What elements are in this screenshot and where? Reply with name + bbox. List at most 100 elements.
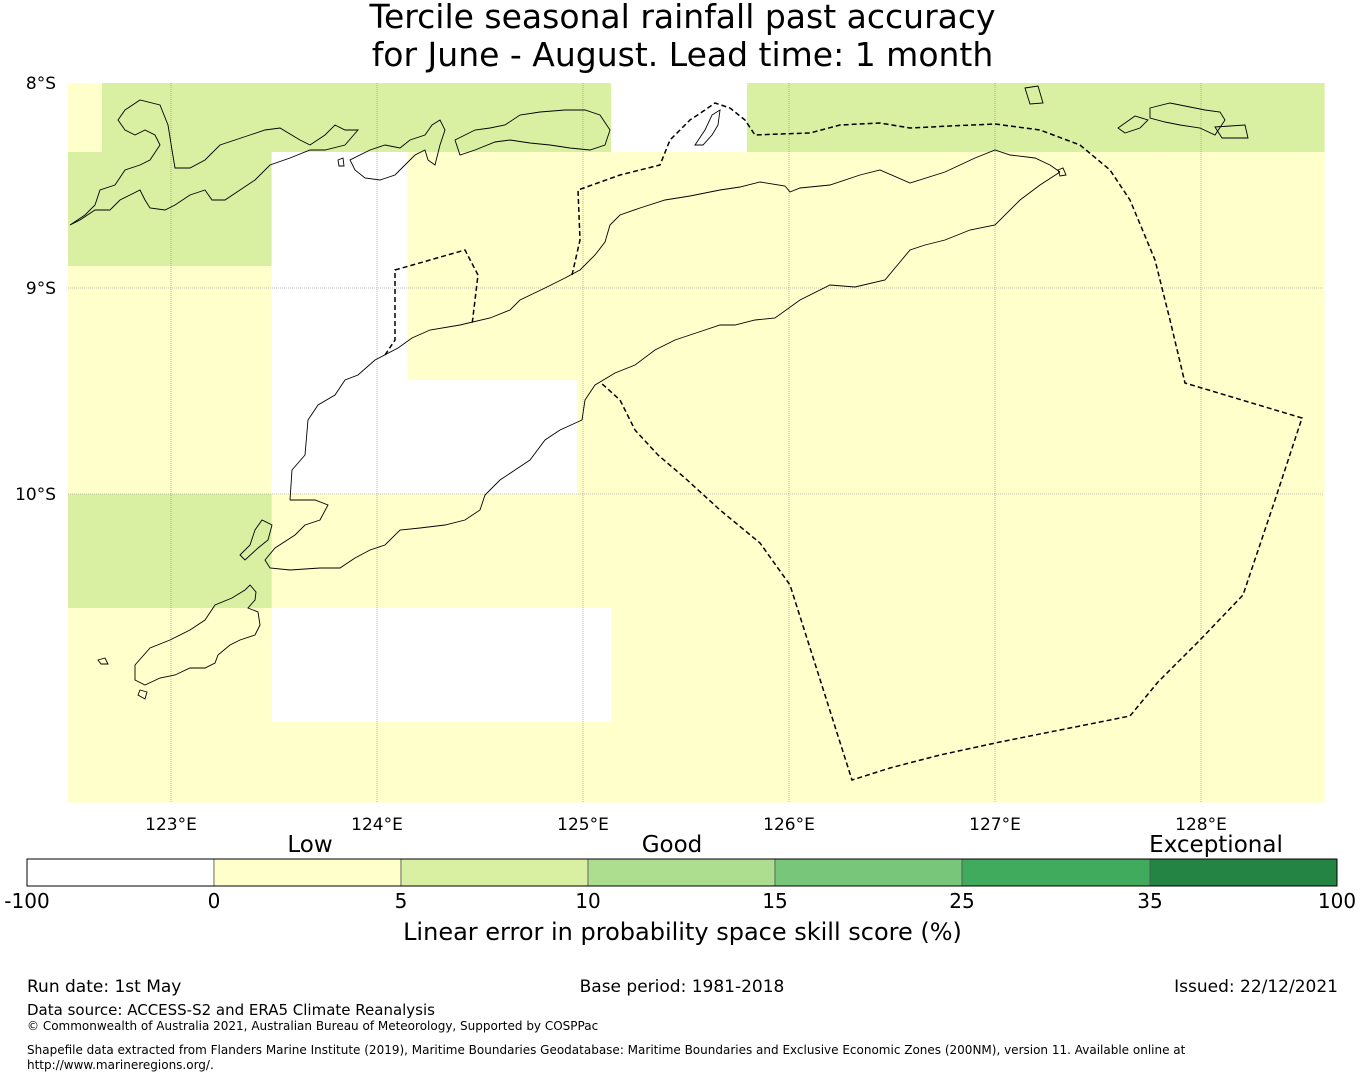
skill-cell xyxy=(543,152,578,267)
skill-cell xyxy=(1290,722,1325,803)
coastline-small-island-6 xyxy=(137,689,148,700)
skill-cell xyxy=(237,380,273,495)
skill-cell xyxy=(1154,266,1189,381)
skill-cell xyxy=(679,266,714,381)
skill-cell xyxy=(746,722,782,803)
skill-cell xyxy=(68,83,103,153)
coastline-sawu xyxy=(134,584,261,686)
skill-cell xyxy=(543,266,578,381)
skill-cell xyxy=(746,608,782,723)
title-line-2: for June - August. Lead time: 1 month xyxy=(371,35,994,74)
skill-cell xyxy=(237,152,273,267)
boundary-timor-leste-north xyxy=(571,102,1303,781)
skill-cell xyxy=(645,83,680,153)
skill-cell xyxy=(475,266,510,381)
skill-cell xyxy=(984,722,1020,803)
coastline-rote xyxy=(239,519,273,561)
skill-cell xyxy=(1120,608,1155,723)
skill-cell xyxy=(169,380,205,495)
run-date: Run date: 1st May xyxy=(27,977,182,997)
skill-cell xyxy=(1018,152,1054,267)
skill-cell xyxy=(373,83,409,153)
skill-cell xyxy=(1052,608,1087,723)
copyright: © Commonwealth of Australia 2021, Austra… xyxy=(27,1019,599,1033)
skill-cell xyxy=(780,152,816,267)
skill-cell xyxy=(679,722,714,803)
colorbar-tick: 5 xyxy=(394,889,408,913)
skill-cell xyxy=(1222,608,1257,723)
skill-cell xyxy=(916,83,952,153)
skill-cell xyxy=(509,152,544,267)
skill-cell xyxy=(746,266,782,381)
skill-cell xyxy=(1188,380,1223,495)
skill-cell xyxy=(780,83,816,153)
skill-cell xyxy=(1120,380,1155,495)
skill-cell xyxy=(645,494,680,609)
skill-cell xyxy=(814,494,850,609)
coastline-babar xyxy=(1149,102,1226,136)
skill-cell xyxy=(135,266,171,381)
skill-cell xyxy=(1290,608,1325,723)
skill-cell xyxy=(509,608,544,723)
skill-cell xyxy=(1222,266,1257,381)
colorbar-segment xyxy=(1149,858,1338,887)
coastline-island-small xyxy=(1057,167,1067,177)
skill-cell xyxy=(882,494,918,609)
skill-cell xyxy=(101,152,137,267)
coastline-timor-north xyxy=(289,149,1061,501)
skill-cell xyxy=(68,380,103,495)
skill-cell xyxy=(814,608,850,723)
skill-cell xyxy=(1188,83,1223,153)
skill-cell xyxy=(1120,152,1155,267)
skill-cell xyxy=(814,380,850,495)
skill-cell xyxy=(780,266,816,381)
colorbar-segment xyxy=(587,858,776,887)
colorbar-category-good: Good xyxy=(641,832,703,858)
skill-cell xyxy=(441,266,476,381)
skill-cell xyxy=(305,266,341,381)
skill-cell xyxy=(882,266,918,381)
skill-cell xyxy=(1154,608,1189,723)
skill-cell xyxy=(1120,494,1155,609)
skill-cell xyxy=(169,83,205,153)
skill-cell xyxy=(1188,608,1223,723)
skill-cell xyxy=(780,380,816,495)
skill-cell xyxy=(1018,722,1054,803)
skill-cell xyxy=(509,266,544,381)
skill-cell xyxy=(135,494,171,609)
skill-cell xyxy=(577,266,612,381)
skill-cell xyxy=(712,608,748,723)
skill-cell xyxy=(169,494,205,609)
skill-cell xyxy=(373,494,409,609)
skill-cell xyxy=(475,380,510,495)
skill-cell xyxy=(577,722,612,803)
colorbar-segment xyxy=(400,858,589,887)
skill-cell xyxy=(679,83,714,153)
skill-cell xyxy=(577,608,612,723)
coastline-timor-south xyxy=(264,171,1061,571)
skill-cell xyxy=(68,266,103,381)
skill-cell xyxy=(882,83,918,153)
skill-cell xyxy=(645,722,680,803)
skill-cell xyxy=(1086,266,1121,381)
skill-cell xyxy=(1256,152,1291,267)
skill-cell xyxy=(441,608,476,723)
skill-cell xyxy=(611,494,646,609)
title-line-1: Tercile seasonal rainfall past accuracy xyxy=(369,0,996,36)
skill-cell xyxy=(1188,494,1223,609)
skill-cell xyxy=(679,152,714,267)
skill-cell xyxy=(101,722,137,803)
skill-cell xyxy=(1290,494,1325,609)
coastline-wetar xyxy=(694,109,721,146)
skill-cell xyxy=(916,266,952,381)
skill-cell xyxy=(203,380,239,495)
skill-cell xyxy=(68,608,103,723)
skill-cell xyxy=(203,608,239,723)
coastline-small-island-5 xyxy=(97,657,109,665)
skill-cell xyxy=(746,83,782,153)
skill-cell xyxy=(950,722,986,803)
skill-cell xyxy=(950,380,986,495)
skill-cell xyxy=(169,266,205,381)
skill-cell xyxy=(339,83,375,153)
skill-cell xyxy=(169,722,205,803)
